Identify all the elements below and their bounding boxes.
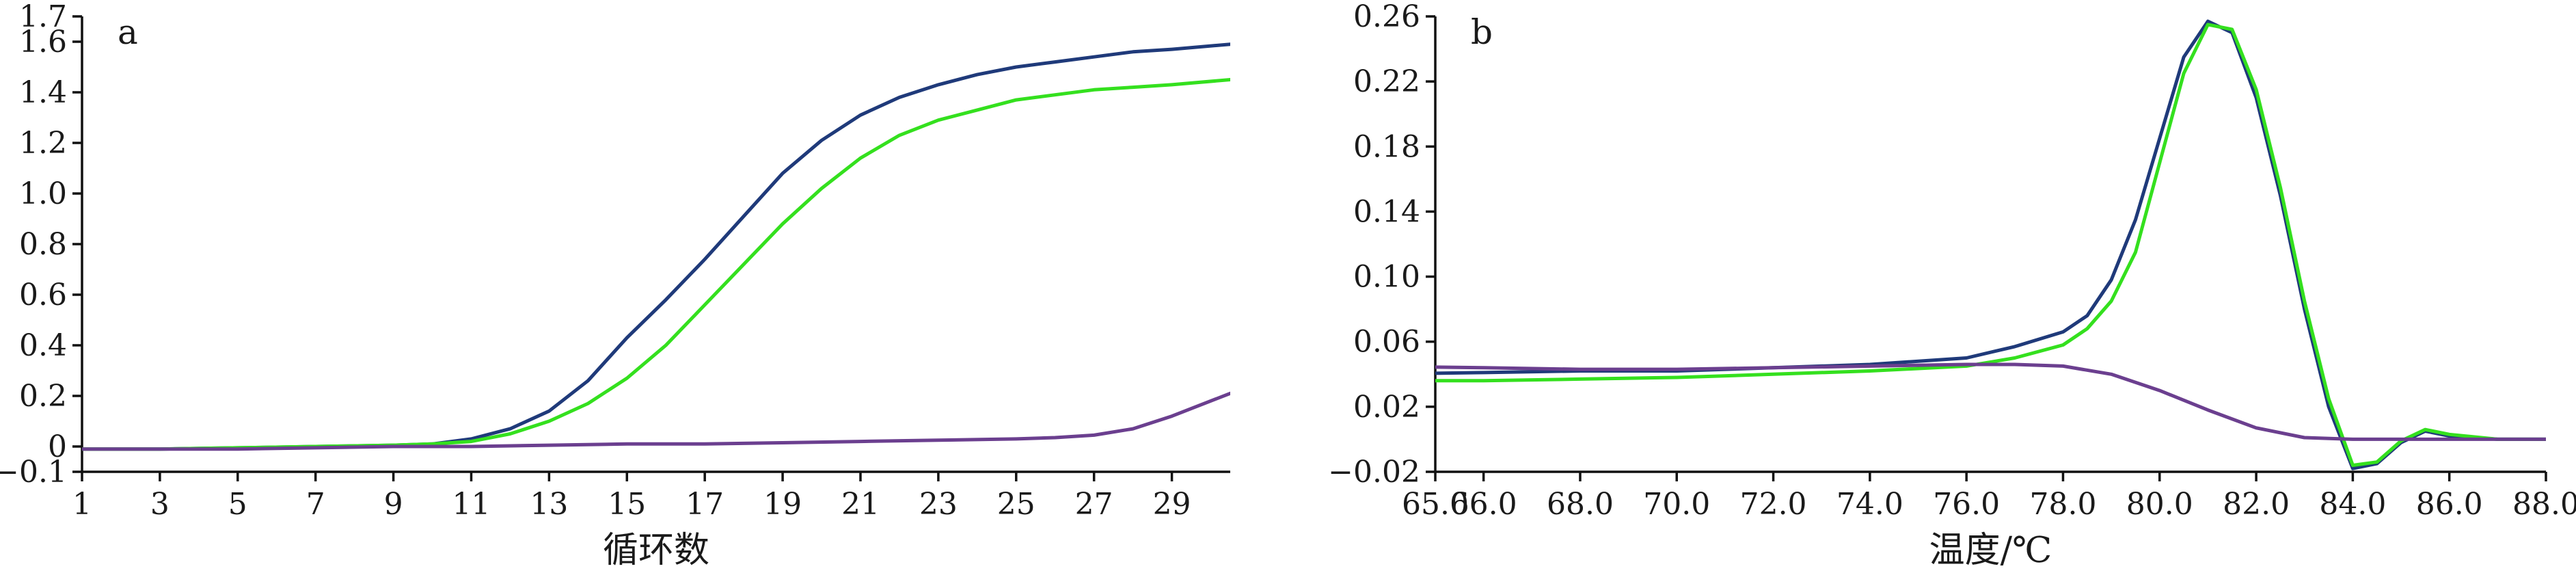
x-tick-label: 86.0: [2416, 487, 2483, 522]
y-tick-label: −0.02: [1328, 455, 1420, 490]
x-tick-label: 19: [763, 487, 802, 522]
x-tick-label: 68.0: [1547, 487, 1614, 522]
y-tick-label: 1.7: [19, 0, 67, 34]
x-tick-label: 21: [841, 487, 880, 522]
panel-label: a: [118, 12, 138, 52]
x-tick-label: 29: [1153, 487, 1191, 522]
y-tick-label: 0.22: [1353, 64, 1420, 99]
y-tick-label: 0.8: [19, 227, 67, 262]
series-group: [1435, 19, 2546, 470]
x-tick-label: 78.0: [2029, 487, 2096, 522]
series-line-1: [1435, 19, 2546, 470]
x-tick-label: 1: [72, 487, 92, 522]
x-tick-label: 65.0: [1402, 487, 1469, 522]
series-line-2: [82, 78, 1230, 451]
y-tick-label: 0.26: [1353, 0, 1420, 34]
x-tick-label: 66.0: [1450, 487, 1517, 522]
series-line-2: [1435, 23, 2546, 467]
y-tick-label: 1.0: [19, 176, 67, 211]
y-tick-label: 0.10: [1353, 260, 1420, 295]
x-tick-label: 23: [919, 487, 958, 522]
y-tick-label: 0.2: [19, 379, 67, 414]
x-tick-label: 82.0: [2223, 487, 2290, 522]
y-tick-label: 1.2: [19, 126, 67, 161]
x-axis-title: 循环数: [603, 530, 709, 571]
x-tick-label: 15: [608, 487, 646, 522]
x-tick-label: 7: [306, 487, 325, 522]
y-tick-label: 1.4: [19, 75, 67, 110]
x-tick-label: 13: [530, 487, 568, 522]
chart-panel-a: −0.100.20.40.60.81.01.21.41.61.71 3 5 7 9 11 1…: [0, 0, 1230, 571]
x-axis-title: 温度/℃: [1929, 530, 2052, 571]
x-tick-label: 25: [997, 487, 1035, 522]
x-tick-label: 5: [228, 487, 247, 522]
x-tick-label: 27: [1075, 487, 1113, 522]
y-tick-label: 0.6: [19, 278, 67, 312]
y-tick-label: 0: [48, 429, 67, 464]
x-tick-label: 84.0: [2319, 487, 2386, 522]
y-tick-label: −0.1: [0, 455, 67, 490]
y-tick-label: 1.6: [19, 25, 67, 59]
x-tick-label: 9: [384, 487, 403, 522]
x-tick-label: 74.0: [1836, 487, 1903, 522]
series-group: [82, 42, 1230, 451]
series-line-3: [1435, 362, 2546, 441]
x-tick-label: 72.0: [1740, 487, 1807, 522]
y-tick-label: 0.14: [1353, 194, 1420, 229]
x-tick-label: 70.0: [1643, 487, 1710, 522]
x-tick-label: 80.0: [2126, 487, 2193, 522]
panel-label: b: [1471, 12, 1493, 52]
x-tick-label: 76.0: [1933, 487, 2000, 522]
x-tick-label: 11: [452, 487, 490, 522]
x-tick-label: 17: [686, 487, 724, 522]
x-tick-label: 3: [150, 487, 170, 522]
chart-panel-b: −0.02 0.02 0.06 0.10 0.14 0.18 0.22 0.26 65.066.…: [1328, 0, 2576, 571]
y-tick-label: 0.4: [19, 328, 67, 363]
y-tick-label: 0.18: [1353, 129, 1420, 164]
x-tick-label: 88.0: [2512, 487, 2576, 522]
y-tick-label: 0.06: [1353, 325, 1420, 360]
series-line-1: [82, 42, 1230, 451]
y-tick-label: 0.02: [1353, 390, 1420, 425]
series-line-3: [82, 391, 1230, 451]
